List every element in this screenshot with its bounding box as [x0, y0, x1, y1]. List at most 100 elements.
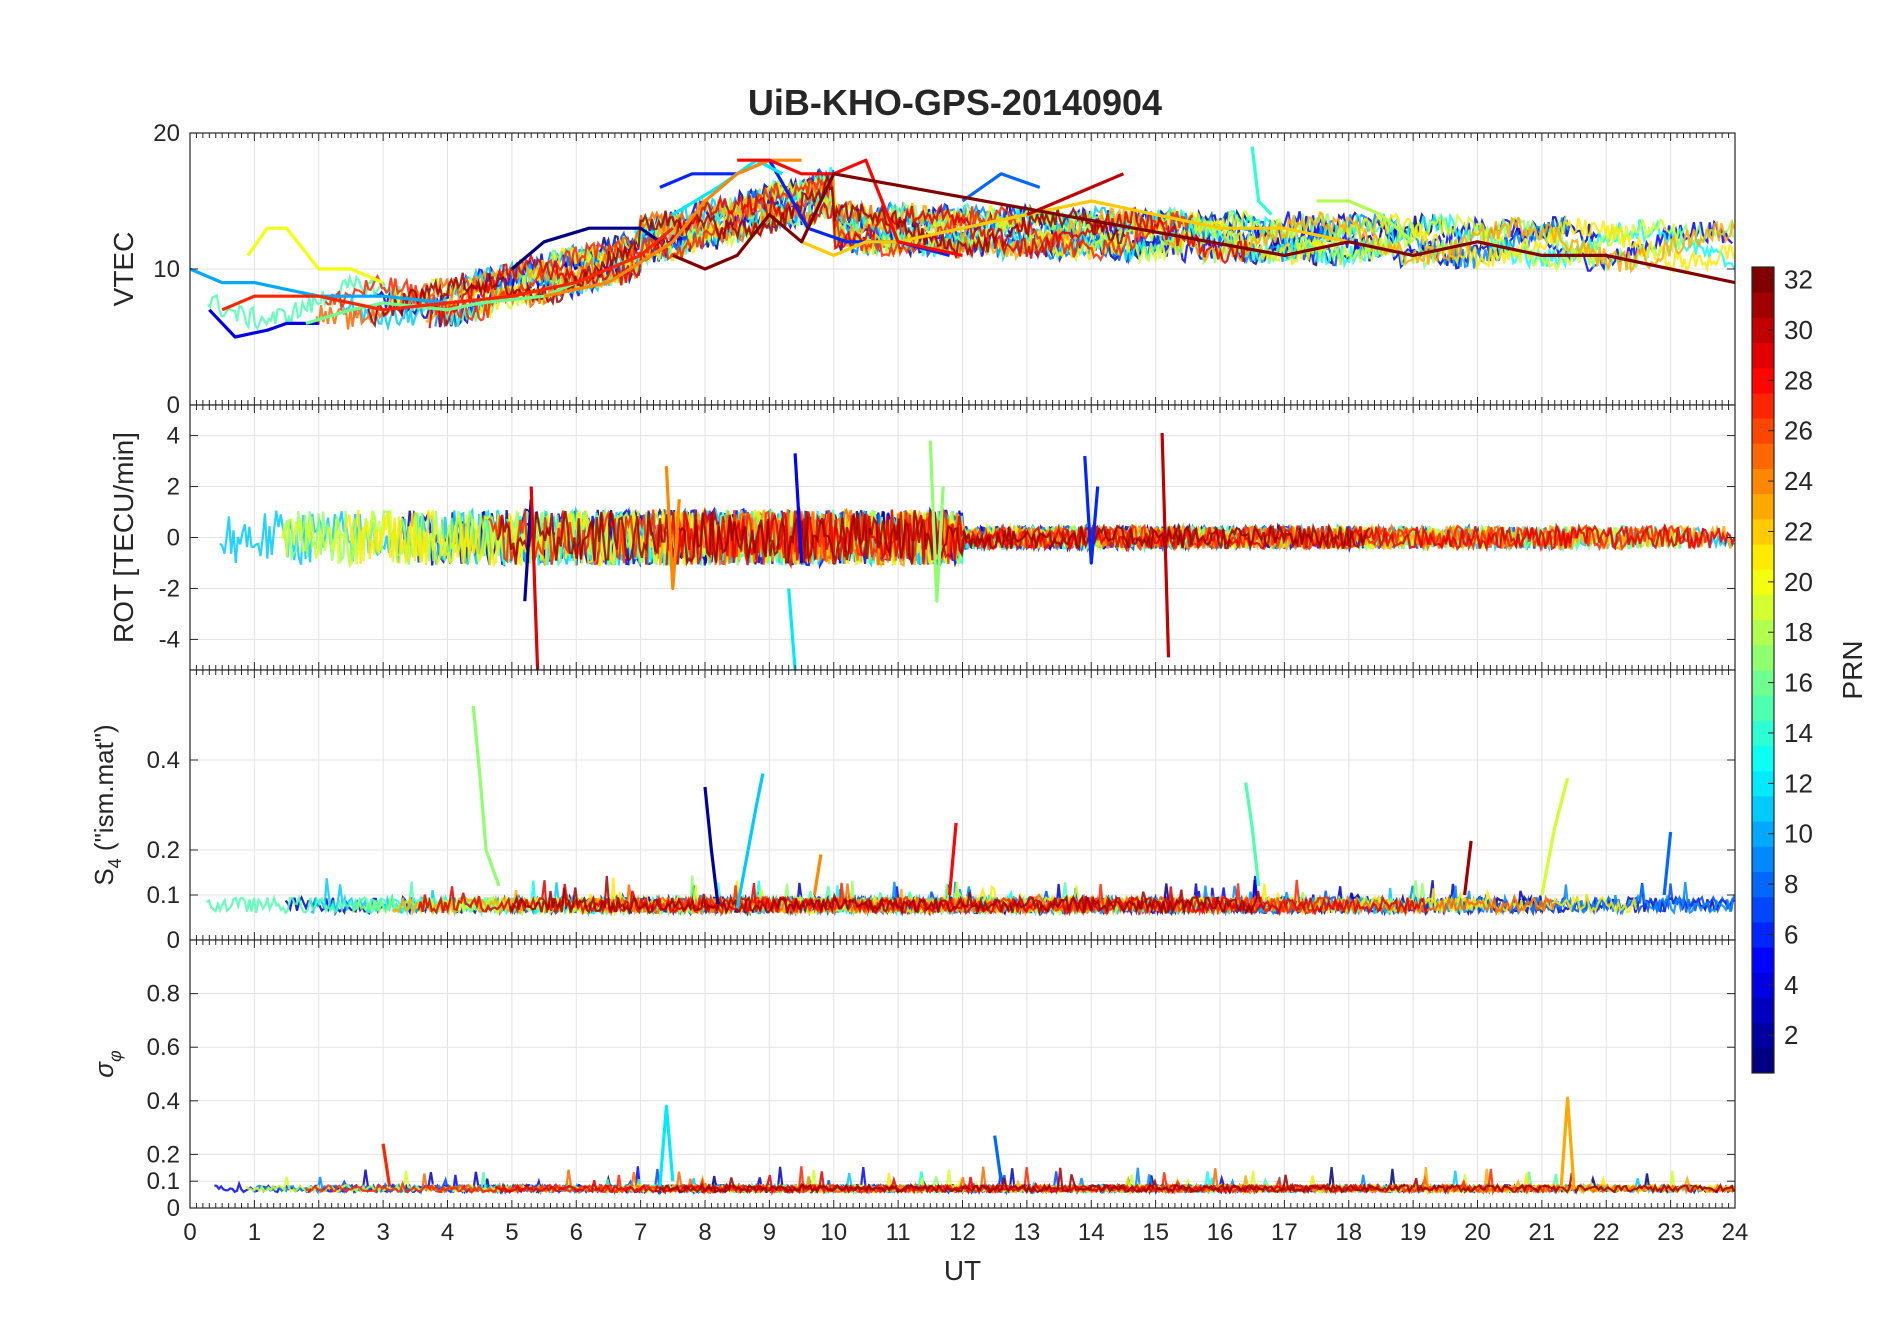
colorbar-tick-label: 20: [1784, 567, 1813, 597]
x-tick-label: 12: [949, 1219, 976, 1246]
colorbar-swatch: [1752, 670, 1774, 696]
series-line-prn-2: [703, 786, 720, 905]
series-line-prn-1: [510, 226, 661, 271]
colorbar-tick-label: 28: [1784, 365, 1813, 395]
x-ticks: [189, 940, 1736, 1208]
x-tick-label: 22: [1593, 1219, 1620, 1246]
x-tick-label: 15: [1142, 1219, 1169, 1246]
y-tick-label: 0.2: [147, 837, 180, 864]
colorbar-tick-label: 16: [1784, 668, 1813, 698]
colorbar-swatch: [1752, 392, 1774, 419]
x-tick-label: 8: [698, 1219, 711, 1246]
colorbar-swatch: [1752, 544, 1774, 570]
x-tick-label: 4: [441, 1219, 454, 1246]
series-line-prn-24: [812, 854, 823, 896]
colorbar-swatch: [1752, 342, 1774, 369]
series-line-prn-23: [1559, 1096, 1576, 1190]
x-ticks: [189, 405, 1736, 670]
series-line-prn-24: [664, 466, 681, 591]
x-tick-label: 21: [1529, 1219, 1556, 1246]
colorbar-swatch: [1752, 821, 1774, 847]
series-line-prn-31: [1463, 840, 1473, 896]
y-tick-label: 0.6: [147, 1034, 180, 1061]
x-tick-label: 13: [1014, 1219, 1041, 1246]
colorbar-swatch: [1752, 292, 1774, 318]
colorbar-swatch: [1752, 921, 1774, 948]
y-tick-label: 0.4: [147, 747, 180, 774]
x-tick-label: 0: [183, 1219, 196, 1246]
y-tick-label: 0.8: [147, 981, 180, 1008]
colorbar-swatch: [1752, 720, 1774, 747]
colorbar-tick-label: 32: [1784, 265, 1813, 295]
colorbar-tick-label: 26: [1784, 416, 1813, 446]
colorbar-swatch: [1752, 443, 1774, 469]
series-line-prn-8: [961, 172, 1041, 203]
y-tick-label: 2: [167, 474, 180, 501]
y-axis-label: σφ: [89, 1050, 125, 1078]
colorbar-swatch: [1752, 795, 1774, 822]
x-tick-label: 14: [1078, 1219, 1105, 1246]
colorbar-tick-label: 8: [1784, 869, 1798, 899]
series-line-prn-17: [928, 440, 945, 603]
colorbar-swatch: [1752, 1022, 1774, 1049]
x-ticks: [189, 133, 1736, 405]
colorbar-tick-label: 10: [1784, 819, 1813, 849]
x-axis-label: UT: [944, 1255, 981, 1286]
series-line-prn-5: [793, 453, 804, 564]
x-ticks: [189, 670, 1736, 940]
series-line-prn-30: [1160, 432, 1171, 658]
series-line-prn-12: [658, 1104, 675, 1187]
series-line-prn-10: [190, 267, 448, 305]
y-tick-label: 10: [153, 256, 180, 283]
colorbar-swatch: [1752, 594, 1774, 621]
colorbar-swatch: [1752, 518, 1774, 545]
series-line-prn-12: [787, 588, 797, 670]
x-tick-label: 10: [820, 1219, 847, 1246]
colorbar-swatch: [1752, 267, 1774, 293]
colorbar-tick-label: 14: [1784, 718, 1813, 748]
series-line-prn-2: [523, 499, 533, 602]
y-tick-label: 0.1: [147, 1168, 180, 1195]
series-line-prn-4: [208, 308, 319, 339]
x-tick-label: 23: [1657, 1219, 1684, 1246]
colorbar-swatch: [1752, 896, 1774, 923]
y-tick-label: 0.2: [147, 1141, 180, 1168]
y-tick-label: 0.1: [147, 882, 180, 909]
y-tick-label: 0: [167, 525, 180, 552]
x-tick-label: 3: [376, 1219, 389, 1246]
series-line-prn-32: [672, 172, 1735, 285]
y-tick-label: 0: [167, 927, 180, 954]
colorbar-swatch: [1752, 468, 1774, 495]
y-axis-label: ROT [TECU/min]: [108, 432, 139, 643]
series-line-prn-27: [221, 226, 674, 312]
x-tick-label: 7: [634, 1219, 647, 1246]
colorbar-swatch: [1752, 317, 1774, 344]
colorbar-tick-label: 24: [1784, 466, 1813, 496]
colorbar-swatch: [1752, 644, 1774, 671]
series: [381, 1096, 1576, 1190]
series: [523, 432, 1171, 670]
x-tick-label: 2: [312, 1219, 325, 1246]
series-line-prn-28: [948, 822, 958, 896]
colorbar-tick-label: 12: [1784, 768, 1813, 798]
x-tick-label: 19: [1400, 1219, 1427, 1246]
noise-trace-prn-31: [654, 1167, 1735, 1195]
noise-trace-prn-21: [475, 178, 1735, 320]
series-line-prn-30: [1026, 172, 1125, 217]
colorbar-swatch: [1752, 871, 1774, 898]
y-tick-label: 20: [153, 120, 180, 147]
colorbar-frame: [1751, 266, 1775, 1074]
panel-VTEC: 0 10 20 VTEC: [108, 120, 1736, 419]
colorbar-swatch: [1752, 569, 1774, 595]
colorbar-tick-label: 6: [1784, 919, 1798, 949]
colorbar-swatch: [1752, 367, 1774, 394]
colorbar-tick-label: 4: [1784, 970, 1798, 1000]
y-tick-label: -4: [159, 626, 180, 653]
x-tick-label: 11: [886, 1219, 911, 1246]
y-tick-label: 0: [167, 1195, 180, 1222]
x-tick-label: 18: [1335, 1219, 1362, 1246]
colorbar-tick-label: 18: [1784, 617, 1813, 647]
